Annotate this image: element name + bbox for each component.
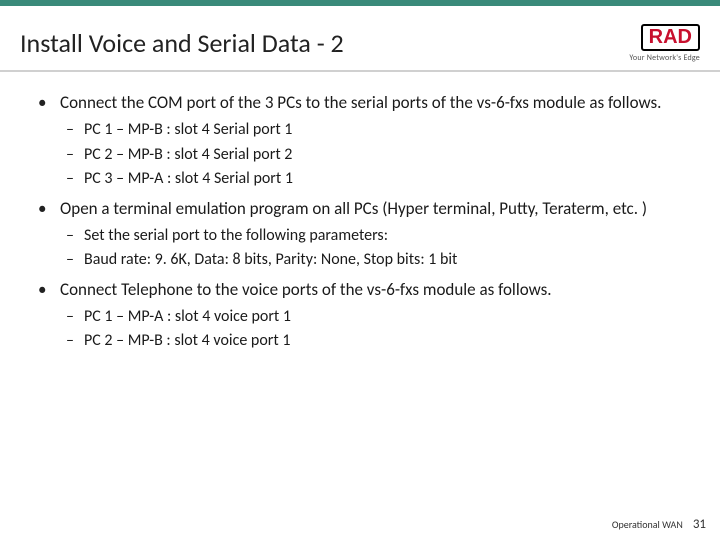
content-area: Connect the COM port of the 3 PCs to the… xyxy=(32,92,692,360)
sub-item: PC 2 – MP-B : slot 4 voice port 1 xyxy=(60,330,692,352)
sub-item: PC 3 – MP-A : slot 4 Serial port 1 xyxy=(60,168,692,190)
logo: RAD Your Network's Edge xyxy=(629,24,700,63)
sub-item: Set the serial port to the following par… xyxy=(60,225,692,247)
sub-item: PC 1 – MP-B : slot 4 Serial port 1 xyxy=(60,119,692,141)
logo-box: RAD xyxy=(641,24,700,51)
title-divider xyxy=(0,70,720,72)
sub-list: PC 1 – MP-B : slot 4 Serial port 1 PC 2 … xyxy=(60,119,692,190)
page-title: Install Voice and Serial Data - 2 xyxy=(20,27,344,59)
bullet-list: Connect the COM port of the 3 PCs to the… xyxy=(32,92,692,352)
bullet-item: Connect Telephone to the voice ports of … xyxy=(32,279,692,352)
sub-item: PC 2 – MP-B : slot 4 Serial port 2 xyxy=(60,144,692,166)
bullet-item: Connect the COM port of the 3 PCs to the… xyxy=(32,92,692,190)
bullet-text: Connect Telephone to the voice ports of … xyxy=(60,279,552,300)
bullet-text: Open a terminal emulation program on all… xyxy=(60,198,647,219)
bullet-item: Open a terminal emulation program on all… xyxy=(32,198,692,271)
footer: Operational WAN 31 xyxy=(612,517,706,532)
logo-tagline: Your Network's Edge xyxy=(629,53,700,63)
page-number: 31 xyxy=(693,517,706,532)
slide: Install Voice and Serial Data - 2 RAD Yo… xyxy=(0,0,720,540)
sub-item: PC 1 – MP-A : slot 4 voice port 1 xyxy=(60,306,692,328)
top-accent-bar xyxy=(0,0,720,6)
footer-label: Operational WAN xyxy=(612,518,683,531)
sub-list: Set the serial port to the following par… xyxy=(60,225,692,271)
sub-list: PC 1 – MP-A : slot 4 voice port 1 PC 2 –… xyxy=(60,306,692,352)
logo-text: RAD xyxy=(649,26,692,48)
sub-item: Baud rate: 9. 6K, Data: 8 bits, Parity: … xyxy=(60,249,692,271)
bullet-text: Connect the COM port of the 3 PCs to the… xyxy=(60,92,661,113)
title-row: Install Voice and Serial Data - 2 RAD Yo… xyxy=(20,18,700,68)
